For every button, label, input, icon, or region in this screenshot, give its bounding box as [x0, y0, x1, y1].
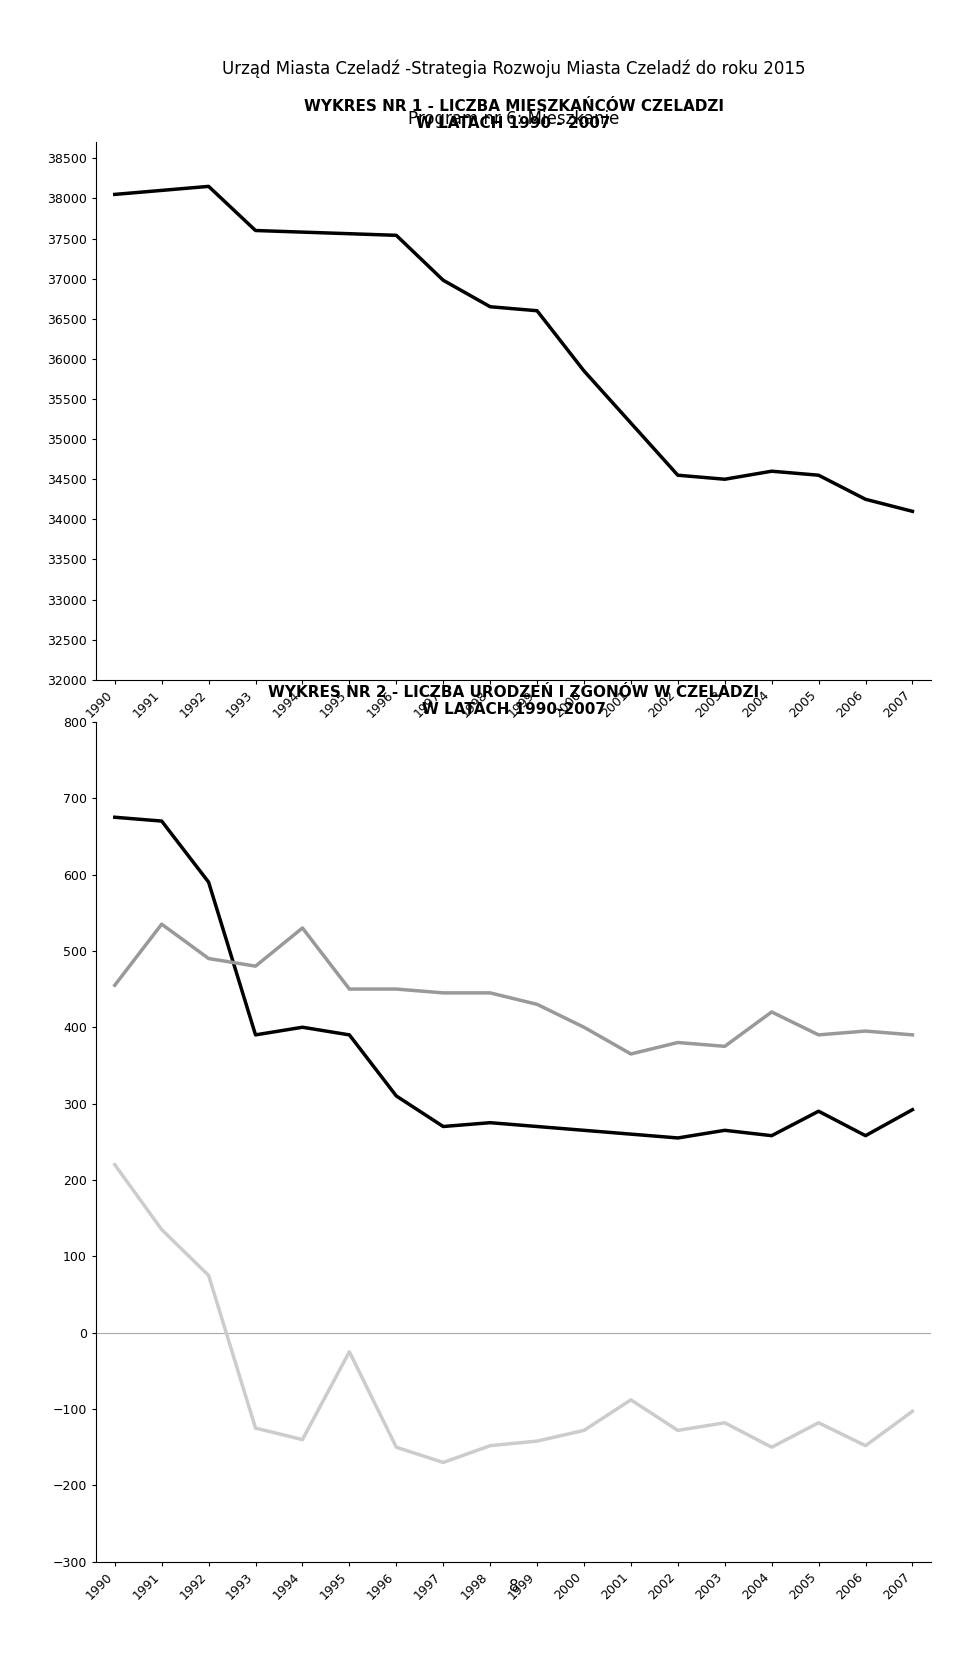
BILANS URODZEŃ I ZGONÓW — [109, 1155, 121, 1175]
URODZENIA — [906, 1100, 918, 1120]
ZGONY — [906, 1025, 918, 1045]
URODZENIA — [109, 808, 121, 828]
BILANS URODZEŃ I ZGONÓW — [672, 1421, 684, 1441]
URODZENIA — [250, 1025, 261, 1045]
Title: WYKRES NR 1 - LICZBA MIESZKAŃCÓW CZELADZI
W LATACH 1990 - 2007: WYKRES NR 1 - LICZBA MIESZKAŃCÓW CZELADZ… — [303, 100, 724, 131]
ZGONY — [531, 994, 542, 1014]
ZGONY — [203, 949, 214, 969]
Text: WYKRES NR 2 - LICZBA URODZEŃ I ZGONÓW W CZELADZI
W LATACH 1990-2007: WYKRES NR 2 - LICZBA URODZEŃ I ZGONÓW W … — [268, 685, 759, 716]
ZGONY — [297, 917, 308, 937]
Text: Program nr 6: Mieszkanie: Program nr 6: Mieszkanie — [408, 110, 619, 128]
BILANS URODZEŃ I ZGONÓW — [156, 1220, 167, 1240]
ZGONY — [860, 1020, 872, 1040]
ZGONY — [813, 1025, 825, 1045]
ZGONY — [672, 1032, 684, 1052]
URODZENIA — [438, 1117, 449, 1137]
URODZENIA — [344, 1025, 355, 1045]
URODZENIA — [766, 1125, 778, 1145]
URODZENIA — [813, 1102, 825, 1122]
ZGONY — [766, 1002, 778, 1022]
URODZENIA — [297, 1017, 308, 1037]
URODZENIA — [391, 1085, 402, 1105]
URODZENIA — [672, 1128, 684, 1148]
Line: BILANS URODZEŃ I ZGONÓW: BILANS URODZEŃ I ZGONÓW — [115, 1165, 912, 1463]
BILANS URODZEŃ I ZGONÓW — [297, 1429, 308, 1449]
ZGONY — [156, 914, 167, 934]
BILANS URODZEŃ I ZGONÓW — [391, 1438, 402, 1458]
URODZENIA — [625, 1124, 636, 1143]
URODZENIA — [531, 1117, 542, 1137]
BILANS URODZEŃ I ZGONÓW — [344, 1341, 355, 1361]
BILANS URODZEŃ I ZGONÓW — [438, 1453, 449, 1473]
BILANS URODZEŃ I ZGONÓW — [250, 1418, 261, 1438]
Text: 8: 8 — [509, 1579, 518, 1594]
BILANS URODZEŃ I ZGONÓW — [813, 1413, 825, 1433]
BILANS URODZEŃ I ZGONÓW — [719, 1413, 731, 1433]
BILANS URODZEŃ I ZGONÓW — [578, 1421, 589, 1441]
ZGONY — [719, 1037, 731, 1057]
URODZENIA — [156, 811, 167, 831]
URODZENIA — [578, 1120, 589, 1140]
BILANS URODZEŃ I ZGONÓW — [766, 1438, 778, 1458]
BILANS URODZEŃ I ZGONÓW — [906, 1401, 918, 1421]
BILANS URODZEŃ I ZGONÓW — [485, 1436, 496, 1456]
ZGONY — [485, 982, 496, 1002]
ZGONY — [438, 982, 449, 1002]
Line: URODZENIA: URODZENIA — [115, 818, 912, 1138]
Text: Urząd Miasta Czeladź -Strategia Rozwoju Miasta Czeladź do roku 2015: Urząd Miasta Czeladź -Strategia Rozwoju … — [222, 60, 805, 78]
BILANS URODZEŃ I ZGONÓW — [203, 1265, 214, 1285]
ZGONY — [625, 1044, 636, 1064]
URODZENIA — [203, 873, 214, 892]
BILANS URODZEŃ I ZGONÓW — [860, 1436, 872, 1456]
BILANS URODZEŃ I ZGONÓW — [625, 1389, 636, 1409]
Line: ZGONY: ZGONY — [115, 924, 912, 1054]
ZGONY — [391, 979, 402, 999]
URODZENIA — [719, 1120, 731, 1140]
ZGONY — [578, 1017, 589, 1037]
BILANS URODZEŃ I ZGONÓW — [531, 1431, 542, 1451]
ZGONY — [250, 956, 261, 976]
ZGONY — [109, 976, 121, 996]
ZGONY — [344, 979, 355, 999]
URODZENIA — [860, 1125, 872, 1145]
URODZENIA — [485, 1114, 496, 1133]
